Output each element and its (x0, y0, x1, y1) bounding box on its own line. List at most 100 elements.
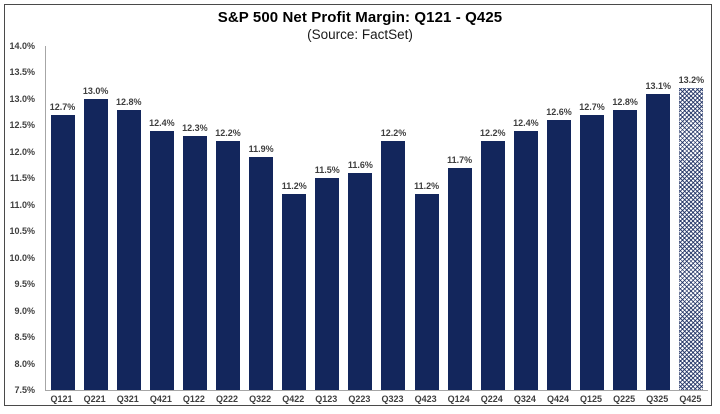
bar-value-label-q324: 12.4% (513, 117, 539, 128)
x-tick-label-q222: Q222 (216, 394, 239, 404)
bar-q124 (447, 167, 472, 390)
bars-container: 12.7% 13.0% 12.8% 12.4% 12.3% 12.2% 11.9% 11.2%… (46, 46, 708, 390)
bar-q323 (381, 141, 406, 390)
bar-value-label-q421: 12.4% (149, 117, 175, 128)
bar-q122 (182, 135, 207, 390)
bar-value-label-q125: 12.7% (579, 101, 605, 112)
y-tick-label: 12.5% (9, 120, 35, 131)
bar-q325 (646, 93, 671, 390)
bar-value-label-q422: 11.2% (281, 181, 307, 192)
x-tick-label-q322: Q322 (249, 394, 272, 404)
bar-value-label-q322: 11.9% (248, 144, 274, 155)
bar-value-label-q424: 12.6% (546, 107, 572, 118)
bar-slot-q321: 12.8% (112, 46, 145, 390)
bar-value-label-q223: 11.6% (347, 160, 373, 171)
x-tick-label-q424: Q424 (546, 394, 569, 404)
bar-q422 (282, 194, 307, 390)
x-tick-label-q224: Q224 (480, 394, 503, 404)
bar-slot-q224: 12.2% (476, 46, 509, 390)
bar-slot-q125: 12.7% (576, 46, 609, 390)
bar-value-label-q222: 12.2% (215, 128, 241, 139)
bar-slot-q221: 13.0% (79, 46, 112, 390)
bar-slot-q223: 11.6% (344, 46, 377, 390)
bar-value-label-q121: 12.7% (49, 101, 76, 112)
y-tick-label: 11.5% (9, 173, 35, 184)
bar-slot-q122: 12.3% (178, 46, 211, 390)
bar-q424 (546, 120, 571, 390)
bar-q324 (513, 130, 538, 390)
x-tick-label-q425: Q425 (679, 394, 702, 404)
x-axis: Q121 Q221 Q321 Q421 Q122 Q222 Q322 Q422 Q123 Q223… (45, 394, 707, 404)
bar-q421 (149, 130, 174, 390)
x-tick-label-q421: Q421 (149, 394, 172, 404)
bar-value-label-q323: 12.2% (380, 128, 407, 139)
bar-slot-q325: 13.1% (642, 46, 675, 390)
bar-slot-q123: 11.5% (311, 46, 344, 390)
bar-value-label-q221: 13.0% (82, 85, 109, 96)
y-tick-label: 8.5% (14, 332, 35, 343)
bar-slot-q323: 12.2% (377, 46, 410, 390)
x-tick-label-q324: Q324 (513, 394, 536, 404)
x-tick-label-q125: Q125 (580, 394, 603, 404)
bar-slot-q222: 12.2% (211, 46, 244, 390)
y-tick-label: 9.0% (14, 305, 35, 316)
bar-value-label-q124: 11.7% (447, 154, 473, 165)
bar-q321 (116, 109, 141, 390)
y-tick-label: 13.0% (9, 93, 35, 104)
bar-value-label-q425: 13.2% (678, 75, 705, 86)
bar-slot-q225: 12.8% (609, 46, 642, 390)
x-tick-label-q221: Q221 (83, 394, 106, 404)
x-tick-label-q122: Q122 (182, 394, 205, 404)
bar-value-label-q224: 12.2% (480, 128, 506, 139)
bar-q221 (83, 98, 108, 390)
y-tick-label: 13.5% (9, 67, 35, 78)
bar-q123 (315, 178, 340, 390)
bar-value-label-q325: 13.1% (645, 80, 671, 91)
bar-slot-q124: 11.7% (443, 46, 476, 390)
bar-q223 (348, 173, 373, 390)
bar-q322 (249, 157, 274, 390)
bar-value-label-q123: 11.5% (314, 165, 340, 176)
plot-area: 12.7% 13.0% 12.8% 12.4% 12.3% 12.2% 11.9% 11.2%… (45, 46, 708, 391)
chart-subtitle: (Source: FactSet) (307, 27, 413, 42)
y-tick-label: 12.0% (9, 146, 35, 157)
bar-slot-q422: 11.2% (278, 46, 311, 390)
chart-title: S&P 500 Net Profit Margin: Q121 - Q425 (217, 9, 503, 26)
bar-slot-q322: 11.9% (245, 46, 278, 390)
y-tick-label: 7.5% (14, 385, 35, 395)
bar-slot-q421: 12.4% (145, 46, 178, 390)
bar-slot-q424: 12.6% (542, 46, 575, 390)
bar-value-label-q225: 12.8% (612, 96, 638, 107)
bar-q423 (414, 194, 439, 390)
y-tick-label: 14.0% (9, 41, 35, 51)
x-tick-label-q321: Q321 (116, 394, 139, 404)
bar-value-label-q122: 12.3% (182, 122, 208, 133)
bar-value-label-q321: 12.8% (115, 96, 142, 107)
bar-slot-q121: 12.7% (46, 46, 79, 390)
x-tick-label-q423: Q423 (414, 394, 437, 404)
y-tick-label: 10.5% (9, 226, 35, 237)
y-tick-label: 9.5% (14, 279, 35, 290)
y-tick-label: 10.0% (9, 252, 35, 263)
bar-slot-q324: 12.4% (509, 46, 542, 390)
x-tick-label-q323: Q323 (381, 394, 404, 404)
x-tick-label-q225: Q225 (613, 394, 636, 404)
bar-slot-q423: 11.2% (410, 46, 443, 390)
bar-q224 (480, 141, 505, 390)
bar-q222 (216, 141, 241, 390)
y-tick-label: 8.0% (14, 358, 35, 369)
bar-value-label-q423: 11.2% (414, 181, 440, 192)
bar-q425 (679, 88, 704, 390)
bar-q225 (613, 109, 638, 390)
bar-q121 (50, 114, 75, 390)
x-tick-label-q121: Q121 (50, 394, 73, 404)
bar-q125 (580, 114, 605, 390)
x-tick-label-q124: Q124 (447, 394, 470, 404)
x-tick-label-q223: Q223 (348, 394, 371, 404)
x-tick-label-q422: Q422 (282, 394, 305, 404)
x-tick-label-q325: Q325 (646, 394, 669, 404)
x-tick-label-q123: Q123 (315, 394, 338, 404)
bar-slot-q425: 13.2% (675, 46, 708, 390)
y-tick-label: 11.0% (9, 199, 35, 210)
